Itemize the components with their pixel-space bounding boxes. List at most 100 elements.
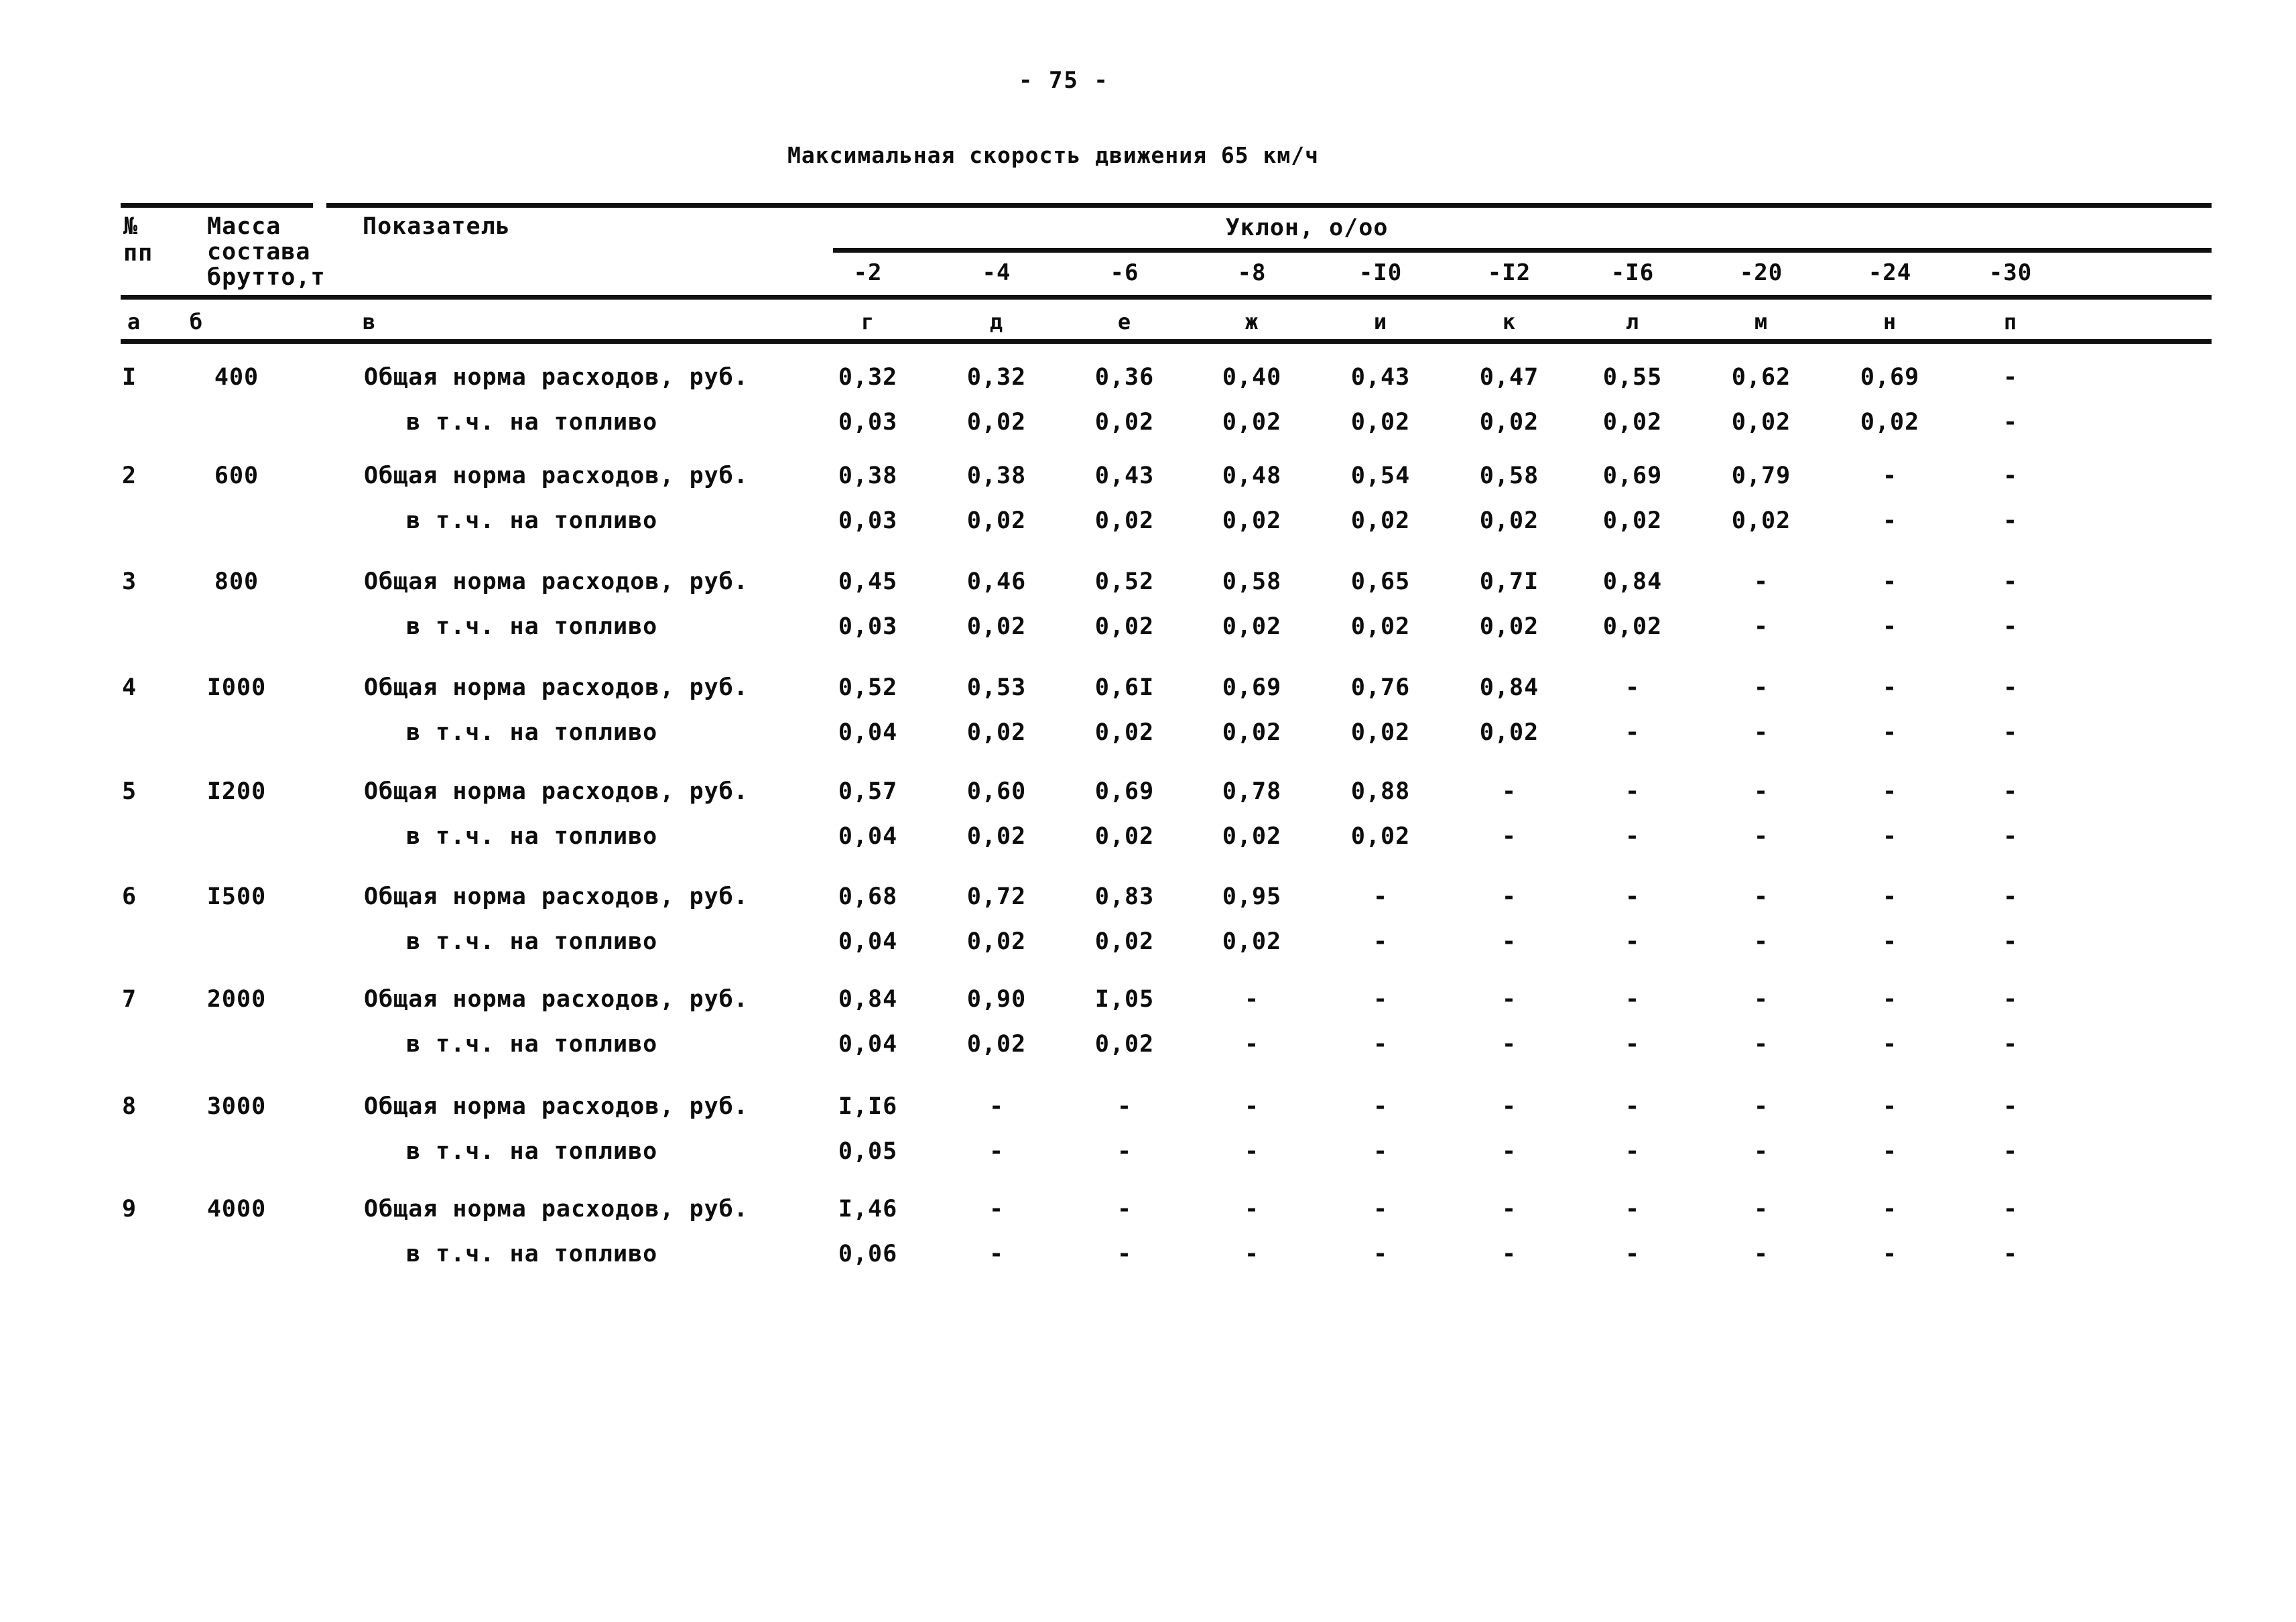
row-number: 4 (121, 674, 137, 701)
value-cell-total: - (1117, 1196, 1133, 1223)
value-cell-fuel: 0,02 (966, 928, 1027, 955)
value-cell-fuel: 0,02 (1731, 409, 1791, 436)
indicator-label-total: Общая норма расходов, руб. (364, 986, 749, 1013)
value-cell-total: - (1624, 986, 1641, 1013)
value-cell-fuel: 0,03 (838, 507, 898, 534)
indicator-label-fuel: в т.ч. на топливо (406, 719, 658, 746)
gradient-col-header: -24 (1868, 259, 1912, 286)
value-cell-total: - (1753, 883, 1769, 910)
value-cell-total: - (2002, 1196, 2019, 1223)
mass-value: 800 (214, 568, 259, 595)
indicator-label-total: Общая норма расходов, руб. (364, 568, 749, 595)
value-cell-fuel: - (2002, 1241, 2019, 1267)
value-cell-fuel: 0,02 (966, 1031, 1027, 1058)
value-cell-fuel: 0,02 (966, 507, 1027, 534)
value-cell-fuel: 0,02 (1222, 409, 1282, 436)
value-cell-fuel: - (1882, 823, 1898, 850)
indicator-label-fuel: в т.ч. на топливо (406, 1138, 658, 1165)
value-cell-fuel: - (1373, 1241, 1389, 1267)
value-cell-total: 0,83 (1094, 883, 1155, 910)
gradient-col-header: -I0 (1358, 259, 1403, 286)
value-cell-fuel: 0,02 (1094, 928, 1155, 955)
value-cell-fuel: 0,04 (838, 928, 898, 955)
value-cell-total: - (1882, 674, 1898, 701)
mass-value: I000 (206, 674, 267, 701)
value-cell-total: 0,58 (1479, 462, 1539, 489)
indicator-label-fuel: в т.ч. на топливо (406, 1241, 658, 1267)
value-cell-total: 0,7I (1479, 568, 1539, 595)
value-cell-fuel: - (1624, 1241, 1641, 1267)
column-letter: г (860, 309, 875, 334)
value-cell-total: 0,69 (1860, 364, 1920, 391)
value-cell-total: 0,95 (1222, 883, 1282, 910)
row-number: 2 (121, 462, 137, 489)
value-cell-total: 0,32 (838, 364, 898, 391)
column-letter: ж (1245, 309, 1259, 334)
row-number: 5 (121, 778, 137, 805)
value-cell-total: - (1882, 986, 1898, 1013)
value-cell-total: - (1244, 1196, 1260, 1223)
value-cell-fuel: - (1117, 1241, 1133, 1267)
value-cell-total: - (2002, 674, 2019, 701)
value-cell-fuel: - (2002, 719, 2019, 746)
value-cell-fuel: 0,02 (1222, 613, 1282, 640)
value-cell-total: 0,84 (838, 986, 898, 1013)
mass-value: 400 (214, 364, 259, 391)
value-cell-fuel: 0,02 (1350, 409, 1411, 436)
value-cell-fuel: 0,02 (1479, 507, 1539, 534)
value-cell-total: 0,79 (1731, 462, 1791, 489)
value-cell-total: - (1624, 778, 1641, 805)
mass-value: I200 (206, 778, 267, 805)
value-cell-total: 0,69 (1094, 778, 1155, 805)
value-cell-total: - (1501, 883, 1517, 910)
value-cell-total: - (2002, 986, 2019, 1013)
value-cell-total: - (1753, 674, 1769, 701)
value-cell-total: - (1117, 1093, 1133, 1120)
value-cell-fuel: - (1753, 1241, 1769, 1267)
value-cell-fuel: - (1882, 928, 1898, 955)
value-cell-total: - (1624, 1196, 1641, 1223)
value-cell-fuel: 0,02 (966, 719, 1027, 746)
indicator-label-total: Общая норма расходов, руб. (364, 364, 749, 391)
value-cell-total: - (1882, 1196, 1898, 1223)
gradient-col-header: -4 (982, 259, 1011, 286)
doc-title: Максимальная скорость движения 65 км/ч (787, 142, 1319, 168)
value-cell-fuel: 0,02 (1094, 1031, 1155, 1058)
value-cell-total: 0,72 (966, 883, 1027, 910)
value-cell-total: 0,90 (966, 986, 1027, 1013)
page-number: - 75 - (1019, 67, 1109, 94)
value-cell-fuel: 0,02 (966, 613, 1027, 640)
table-rule-top-right (326, 203, 2212, 208)
value-cell-fuel: - (1501, 1241, 1517, 1267)
value-cell-fuel: - (1624, 823, 1641, 850)
gradient-col-header: -6 (1110, 259, 1139, 286)
value-cell-total: 0,40 (1222, 364, 1282, 391)
row-number: 6 (121, 883, 137, 910)
column-letter: к (1502, 309, 1517, 334)
value-cell-total: - (1753, 1093, 1769, 1120)
value-cell-fuel: 0,04 (838, 1031, 898, 1058)
value-cell-total: 0,69 (1222, 674, 1282, 701)
value-cell-fuel: 0,02 (966, 823, 1027, 850)
value-cell-fuel: - (1244, 1031, 1260, 1058)
column-letter: б (189, 309, 204, 334)
value-cell-fuel: - (1753, 928, 1769, 955)
col-header-gradient-group: Уклон, о/оо (1225, 214, 1389, 241)
value-cell-total: - (1753, 778, 1769, 805)
value-cell-fuel: 0,02 (1602, 507, 1663, 534)
col-header-num-line1: № (123, 213, 139, 240)
value-cell-total: - (2002, 1093, 2019, 1120)
row-number: 3 (121, 568, 137, 595)
column-letter: е (1117, 309, 1132, 334)
gradient-col-header: -I6 (1610, 259, 1655, 286)
value-cell-fuel: - (1882, 613, 1898, 640)
value-cell-total: - (1882, 1093, 1898, 1120)
value-cell-fuel: - (2002, 409, 2019, 436)
value-cell-total: 0,47 (1479, 364, 1539, 391)
value-cell-total: 0,43 (1350, 364, 1411, 391)
value-cell-fuel: 0,02 (1350, 719, 1411, 746)
value-cell-fuel: - (1753, 613, 1769, 640)
col-header-num-line2: пп (123, 240, 153, 267)
value-cell-fuel: - (2002, 1138, 2019, 1165)
